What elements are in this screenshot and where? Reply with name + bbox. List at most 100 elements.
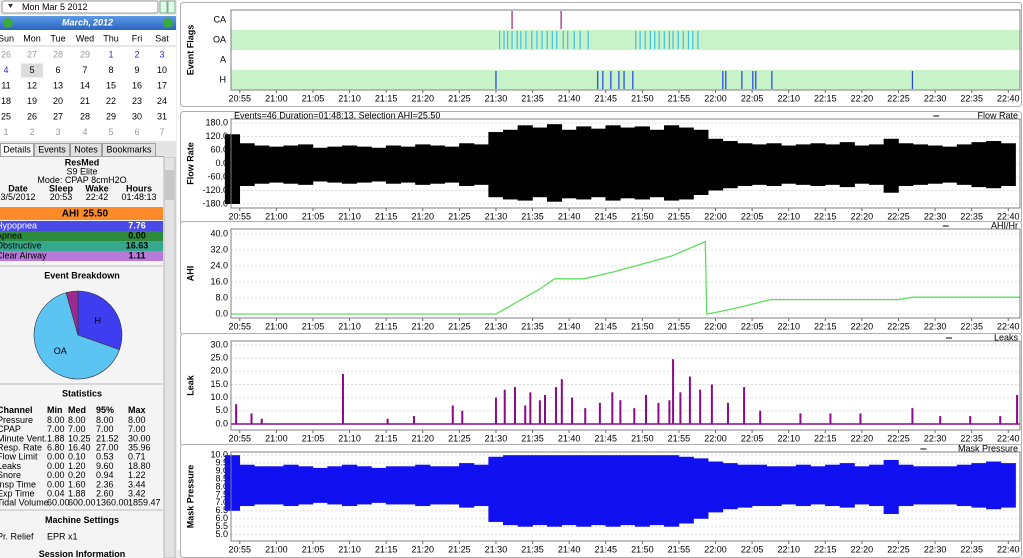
calendar-day[interactable]: 6 (134, 127, 139, 137)
calendar-day[interactable]: 28 (53, 49, 63, 59)
leak-bar (571, 397, 574, 424)
session-header: Hours (126, 183, 152, 193)
prev-button[interactable] (159, 0, 168, 14)
x-tick-label: 21:15 (375, 211, 398, 221)
section-title: Event Breakdown (44, 270, 120, 280)
leak-bar (1016, 394, 1019, 424)
y-tick-label: 7.0 (215, 497, 228, 507)
calendar-day[interactable]: 30 (132, 111, 142, 121)
calendar-day[interactable]: 25 (1, 111, 11, 121)
range-bar (737, 464, 753, 508)
index-name: Obstructive (0, 240, 42, 250)
x-tick-label: 22:40 (997, 544, 1020, 554)
stats-cell: 35.96 (128, 442, 151, 452)
calendar-day[interactable]: 4 (82, 127, 87, 137)
calendar-day[interactable]: 3 (159, 49, 164, 59)
tab[interactable] (102, 143, 156, 157)
calendar-day[interactable]: 26 (27, 111, 37, 121)
x-tick-label: 21:45 (594, 93, 617, 103)
calendar-day[interactable]: 14 (80, 80, 90, 90)
calendar-day[interactable]: 1 (3, 127, 8, 137)
calendar-day[interactable]: 4 (3, 65, 8, 75)
plot-frame (230, 340, 1021, 431)
calendar-day[interactable]: 10 (157, 65, 167, 75)
x-tick-label: 21:55 (668, 93, 691, 103)
range-bar (327, 146, 343, 183)
prev-month[interactable] (3, 18, 13, 28)
calendar-day[interactable]: 2 (134, 49, 139, 59)
calendar-day[interactable]: 5 (29, 65, 34, 75)
range-bar (678, 456, 694, 524)
x-tick-label: 21:05 (302, 433, 325, 443)
calendar-day[interactable]: 23 (132, 96, 142, 106)
leak-bar (513, 387, 516, 424)
calendar-day[interactable]: 26 (1, 49, 11, 59)
stats-cell: 18.80 (128, 461, 151, 471)
calendar-day[interactable]: 18 (1, 96, 11, 106)
calendar-day[interactable]: 22 (106, 96, 116, 106)
calendar-day[interactable]: 29 (80, 49, 90, 59)
calendar-day[interactable]: 5 (108, 127, 113, 137)
calendar-day[interactable]: 12 (27, 80, 37, 90)
range-bar (825, 464, 841, 507)
range-bar (371, 147, 387, 182)
x-tick-label: 20:55 (229, 321, 252, 331)
calendar-day[interactable]: 24 (157, 96, 167, 106)
calendar-day[interactable]: 29 (106, 111, 116, 121)
calendar-day[interactable]: 16 (132, 80, 142, 90)
calendar-day[interactable]: 11 (1, 80, 10, 90)
calendar-day[interactable]: 7 (159, 127, 164, 137)
calendar-day[interactable]: 28 (80, 111, 90, 121)
x-tick-label: 22:20 (851, 211, 874, 221)
range-bar (532, 455, 548, 526)
calendar-day[interactable]: 6 (55, 65, 60, 75)
ahi-bar (0, 207, 163, 220)
tab[interactable] (34, 143, 70, 157)
stats-cell: 7.00 (96, 424, 114, 434)
x-tick-label: 21:30 (485, 433, 508, 443)
range-bar (488, 132, 504, 198)
calendar-day[interactable]: 27 (53, 111, 63, 121)
range-bar (707, 138, 724, 191)
range-bar (927, 466, 943, 505)
next-month[interactable] (163, 18, 173, 28)
range-bar (590, 455, 606, 526)
calendar-day[interactable]: 17 (157, 80, 167, 90)
next-button[interactable] (167, 0, 176, 14)
calendar-day[interactable]: 3 (55, 127, 60, 137)
scroll-thumb[interactable] (165, 170, 174, 200)
y-tick-label: 180.0 (205, 117, 228, 127)
y-tick-label: 6.5 (215, 505, 228, 515)
graphs: Event Flags 20:55 21:00 21:05 21:10 21:15 21:2… (180, 2, 1022, 558)
calendar-day[interactable]: 13 (53, 80, 63, 90)
stats-header: Med (68, 405, 86, 415)
scrollbar[interactable] (163, 156, 176, 558)
calendar-day[interactable]: 8 (108, 65, 113, 75)
range-bar (707, 461, 724, 513)
calendar-day[interactable]: 15 (106, 80, 116, 90)
calendar-day[interactable]: 20 (53, 96, 63, 106)
tab[interactable] (0, 143, 34, 157)
calendar-day[interactable]: 27 (27, 49, 37, 59)
calendar-day[interactable]: 7 (82, 65, 87, 75)
calendar-day[interactable]: 19 (27, 96, 37, 106)
setting-cell: EPR x1 (47, 531, 78, 541)
index-row (0, 221, 163, 231)
stats-cell: 1859.47 (128, 498, 161, 508)
calendar-day[interactable]: 31 (157, 111, 167, 121)
x-tick-label: 22:20 (851, 93, 874, 103)
date-dropdown[interactable] (1, 0, 159, 14)
range-bar (766, 466, 782, 507)
tab[interactable] (70, 143, 102, 157)
y-tick-label: 5.0 (215, 405, 228, 415)
range-bar (868, 464, 885, 507)
calendar-day[interactable]: 2 (29, 127, 34, 137)
range-bar (473, 464, 489, 507)
calendar-day[interactable]: 1 (108, 49, 113, 59)
calendar-day[interactable]: 9 (134, 65, 139, 75)
range-bar (751, 144, 768, 185)
y-axis-label: Mask Pressure (185, 465, 195, 529)
tab-label: Details (3, 144, 31, 154)
calendar-day[interactable]: 21 (80, 96, 90, 106)
x-tick-label: 21:00 (265, 93, 288, 103)
